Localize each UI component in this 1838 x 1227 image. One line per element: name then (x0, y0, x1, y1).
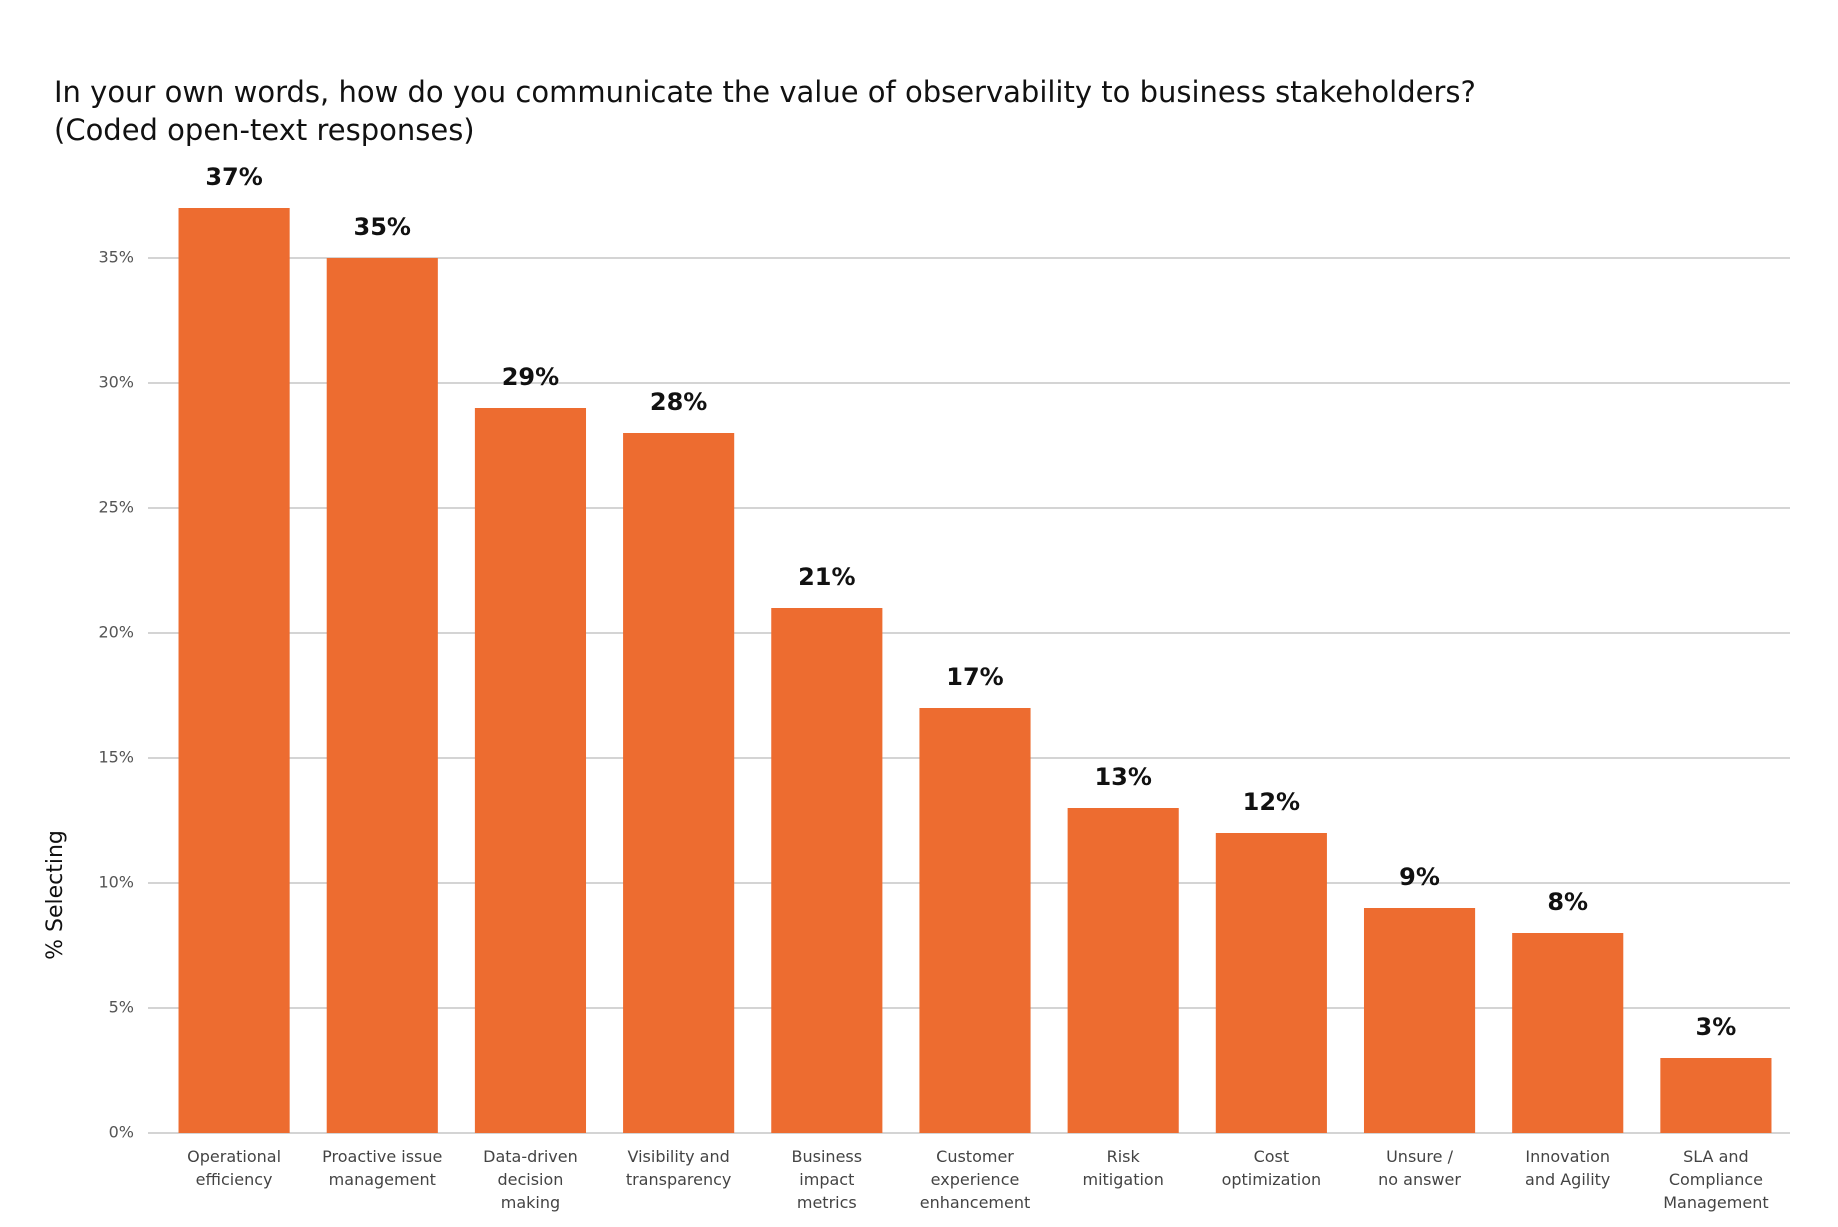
x-tick-label: Business impact metrics (791, 1147, 863, 1212)
value-label: 21% (798, 563, 855, 591)
bar (1215, 833, 1327, 1133)
x-tick-label: Visibility and transparency (625, 1147, 732, 1189)
y-tick-label: 35% (98, 248, 134, 267)
x-tick-label: Operational efficiency (187, 1147, 282, 1189)
y-tick-label: 30% (98, 373, 134, 392)
x-tick-label: Proactive issue management (322, 1147, 443, 1189)
bar (1660, 1058, 1772, 1133)
x-tick-label: Unsure / no answer (1378, 1147, 1461, 1189)
value-label: 17% (946, 663, 1003, 691)
bar (1512, 933, 1624, 1133)
y-tick-label: 25% (98, 498, 134, 517)
bar (1067, 808, 1179, 1133)
bar (474, 408, 587, 1133)
bar (771, 608, 883, 1133)
value-label: 12% (1243, 788, 1300, 816)
value-label: 28% (650, 388, 707, 416)
chart-subtitle: (Coded open-text responses) (54, 113, 475, 147)
value-label: 13% (1094, 763, 1151, 791)
y-tick-label: 20% (98, 623, 134, 642)
value-label: 8% (1547, 888, 1588, 916)
y-axis-label: % Selecting (43, 830, 68, 960)
x-tick-label: Customer experience enhancement (919, 1147, 1031, 1212)
bar (1363, 908, 1476, 1133)
value-label: 3% (1696, 1013, 1737, 1041)
bar (919, 708, 1031, 1133)
y-tick-label: 0% (109, 1123, 134, 1142)
value-label: 37% (205, 163, 262, 191)
bar (178, 208, 290, 1133)
x-tick-label: Data-driven decision making (483, 1147, 578, 1212)
chart-title: In your own words, how do you communicat… (54, 75, 1476, 109)
x-tick-label: Risk mitigation (1082, 1147, 1164, 1189)
x-tick-label: SLA and Compliance Management (1663, 1147, 1769, 1212)
value-label: 9% (1399, 863, 1440, 891)
bar (623, 433, 735, 1133)
bar (326, 258, 438, 1133)
y-tick-label: 5% (109, 998, 134, 1017)
x-tick-label: Innovation and Agility (1525, 1147, 1611, 1189)
x-tick-label: Cost optimization (1221, 1147, 1322, 1189)
y-tick-label: 10% (98, 873, 134, 892)
value-label: 35% (354, 213, 411, 241)
y-tick-label: 15% (98, 748, 134, 767)
value-label: 29% (502, 363, 559, 391)
